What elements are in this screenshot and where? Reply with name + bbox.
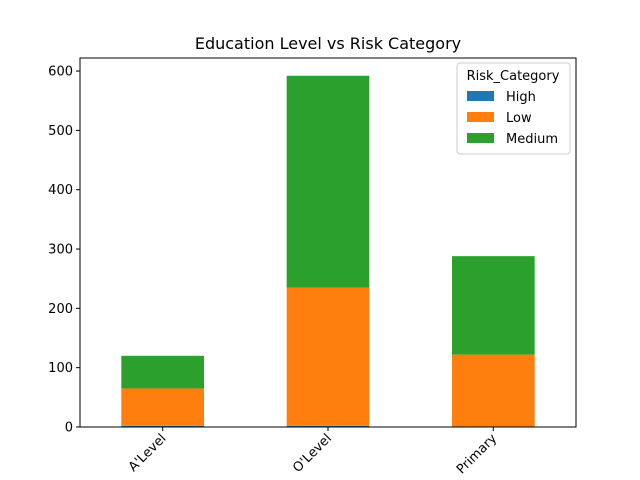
legend-swatch-low <box>467 112 494 122</box>
bar-medium-2 <box>452 256 535 355</box>
bar-low-2 <box>452 354 535 427</box>
bar-low-0 <box>121 388 204 426</box>
bars-layer <box>121 75 535 427</box>
y-tick-label: 100 <box>48 361 73 376</box>
y-tick-label: 200 <box>48 302 73 317</box>
legend-items: High Low Medium <box>467 90 558 147</box>
legend-title: Risk_Category <box>467 69 560 84</box>
legend-box <box>456 62 571 155</box>
x-axis: A'Level O'Level Primary <box>126 427 500 477</box>
bar-medium-1 <box>286 75 370 288</box>
y-axis: 0 100 200 300 400 500 600 <box>48 65 80 436</box>
legend: Risk_Category High Low Medium <box>456 62 571 155</box>
x-tick-label: O'Level <box>290 431 335 476</box>
bar-high-0 <box>121 425 204 427</box>
plot-frame <box>79 57 577 428</box>
y-tick-label: 500 <box>48 124 73 139</box>
chart-title: Education Level vs Risk Category <box>195 34 461 53</box>
legend-label-medium: Medium <box>506 132 558 147</box>
y-tick-label: 300 <box>48 243 73 258</box>
x-tick-label: A'Level <box>126 431 170 475</box>
y-tick-label: 600 <box>48 65 73 80</box>
legend-label-high: High <box>506 90 536 105</box>
bar-medium-0 <box>121 355 204 389</box>
bar-low-1 <box>286 287 370 426</box>
x-tick-label: Primary <box>454 431 500 477</box>
legend-swatch-medium <box>467 133 494 143</box>
y-tick-label: 400 <box>48 183 73 198</box>
legend-label-low: Low <box>506 111 532 126</box>
y-tick-label: 0 <box>65 421 73 436</box>
legend-swatch-high <box>467 91 494 101</box>
bar-high-1 <box>286 425 370 427</box>
